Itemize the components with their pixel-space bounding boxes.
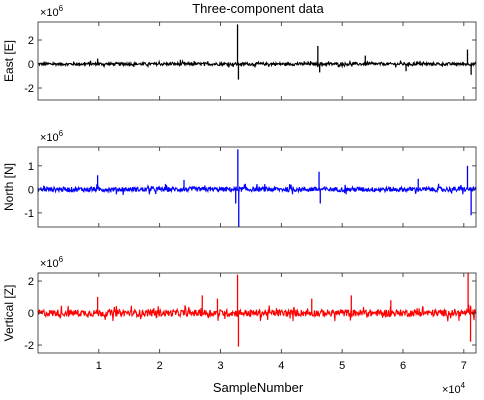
trace-north xyxy=(37,183,477,196)
y-tick-label-east: 2 xyxy=(28,35,34,47)
y-tick-label-north: 0 xyxy=(28,184,34,196)
y-multiplier-exp: 6 xyxy=(59,129,64,138)
x-multiplier-exp: 4 xyxy=(461,381,466,390)
x-tick-label: 6 xyxy=(400,360,406,372)
x-tick-label: 1 xyxy=(96,360,102,372)
y-multiplier-exp: 6 xyxy=(59,4,64,13)
y-multiplier-north: ×106 xyxy=(40,129,64,144)
x-tick-label: 2 xyxy=(157,360,163,372)
y-tick-label-vertical: 2 xyxy=(28,276,34,288)
y-tick-label-east: -2 xyxy=(24,83,34,95)
y-multiplier-base: ×10 xyxy=(40,258,59,270)
x-tick-label: 4 xyxy=(278,360,284,372)
x-multiplier-base: ×10 xyxy=(442,384,461,396)
x-tick-label: 3 xyxy=(217,360,223,372)
x-tick-label: 7 xyxy=(461,360,467,372)
x-tick-label: 5 xyxy=(339,360,345,372)
y-multiplier-east: ×106 xyxy=(40,4,64,19)
y-tick-label-vertical: 0 xyxy=(28,308,34,320)
y-multiplier-base: ×10 xyxy=(40,132,59,144)
y-axis-label-east: East [E] xyxy=(2,40,16,82)
trace-east xyxy=(37,59,477,69)
y-multiplier-vertical: ×106 xyxy=(40,255,64,270)
y-tick-label-north: 1 xyxy=(28,161,34,173)
x-axis-multiplier: ×104 xyxy=(442,381,466,396)
axes-frame-north xyxy=(37,146,477,228)
y-tick-label-east: 0 xyxy=(28,59,34,71)
y-axis-label-vertical: Vertical [Z] xyxy=(2,285,16,342)
trace-vertical xyxy=(37,304,477,322)
y-multiplier-base: ×10 xyxy=(40,7,59,19)
panel-east: -2 0 2 ×106 East [E] xyxy=(2,4,477,101)
y-tick-label-north: -1 xyxy=(24,208,34,220)
x-axis-label: SampleNumber xyxy=(213,380,304,395)
y-axis-label-north: North [N] xyxy=(2,163,16,211)
panel-north: -1 0 1 ×106 North [N] xyxy=(2,129,477,228)
chart-title: Three-component data xyxy=(192,1,324,16)
axes-frame-east xyxy=(37,21,477,101)
y-multiplier-exp: 6 xyxy=(59,255,64,264)
y-tick-label-vertical: -2 xyxy=(24,340,34,352)
